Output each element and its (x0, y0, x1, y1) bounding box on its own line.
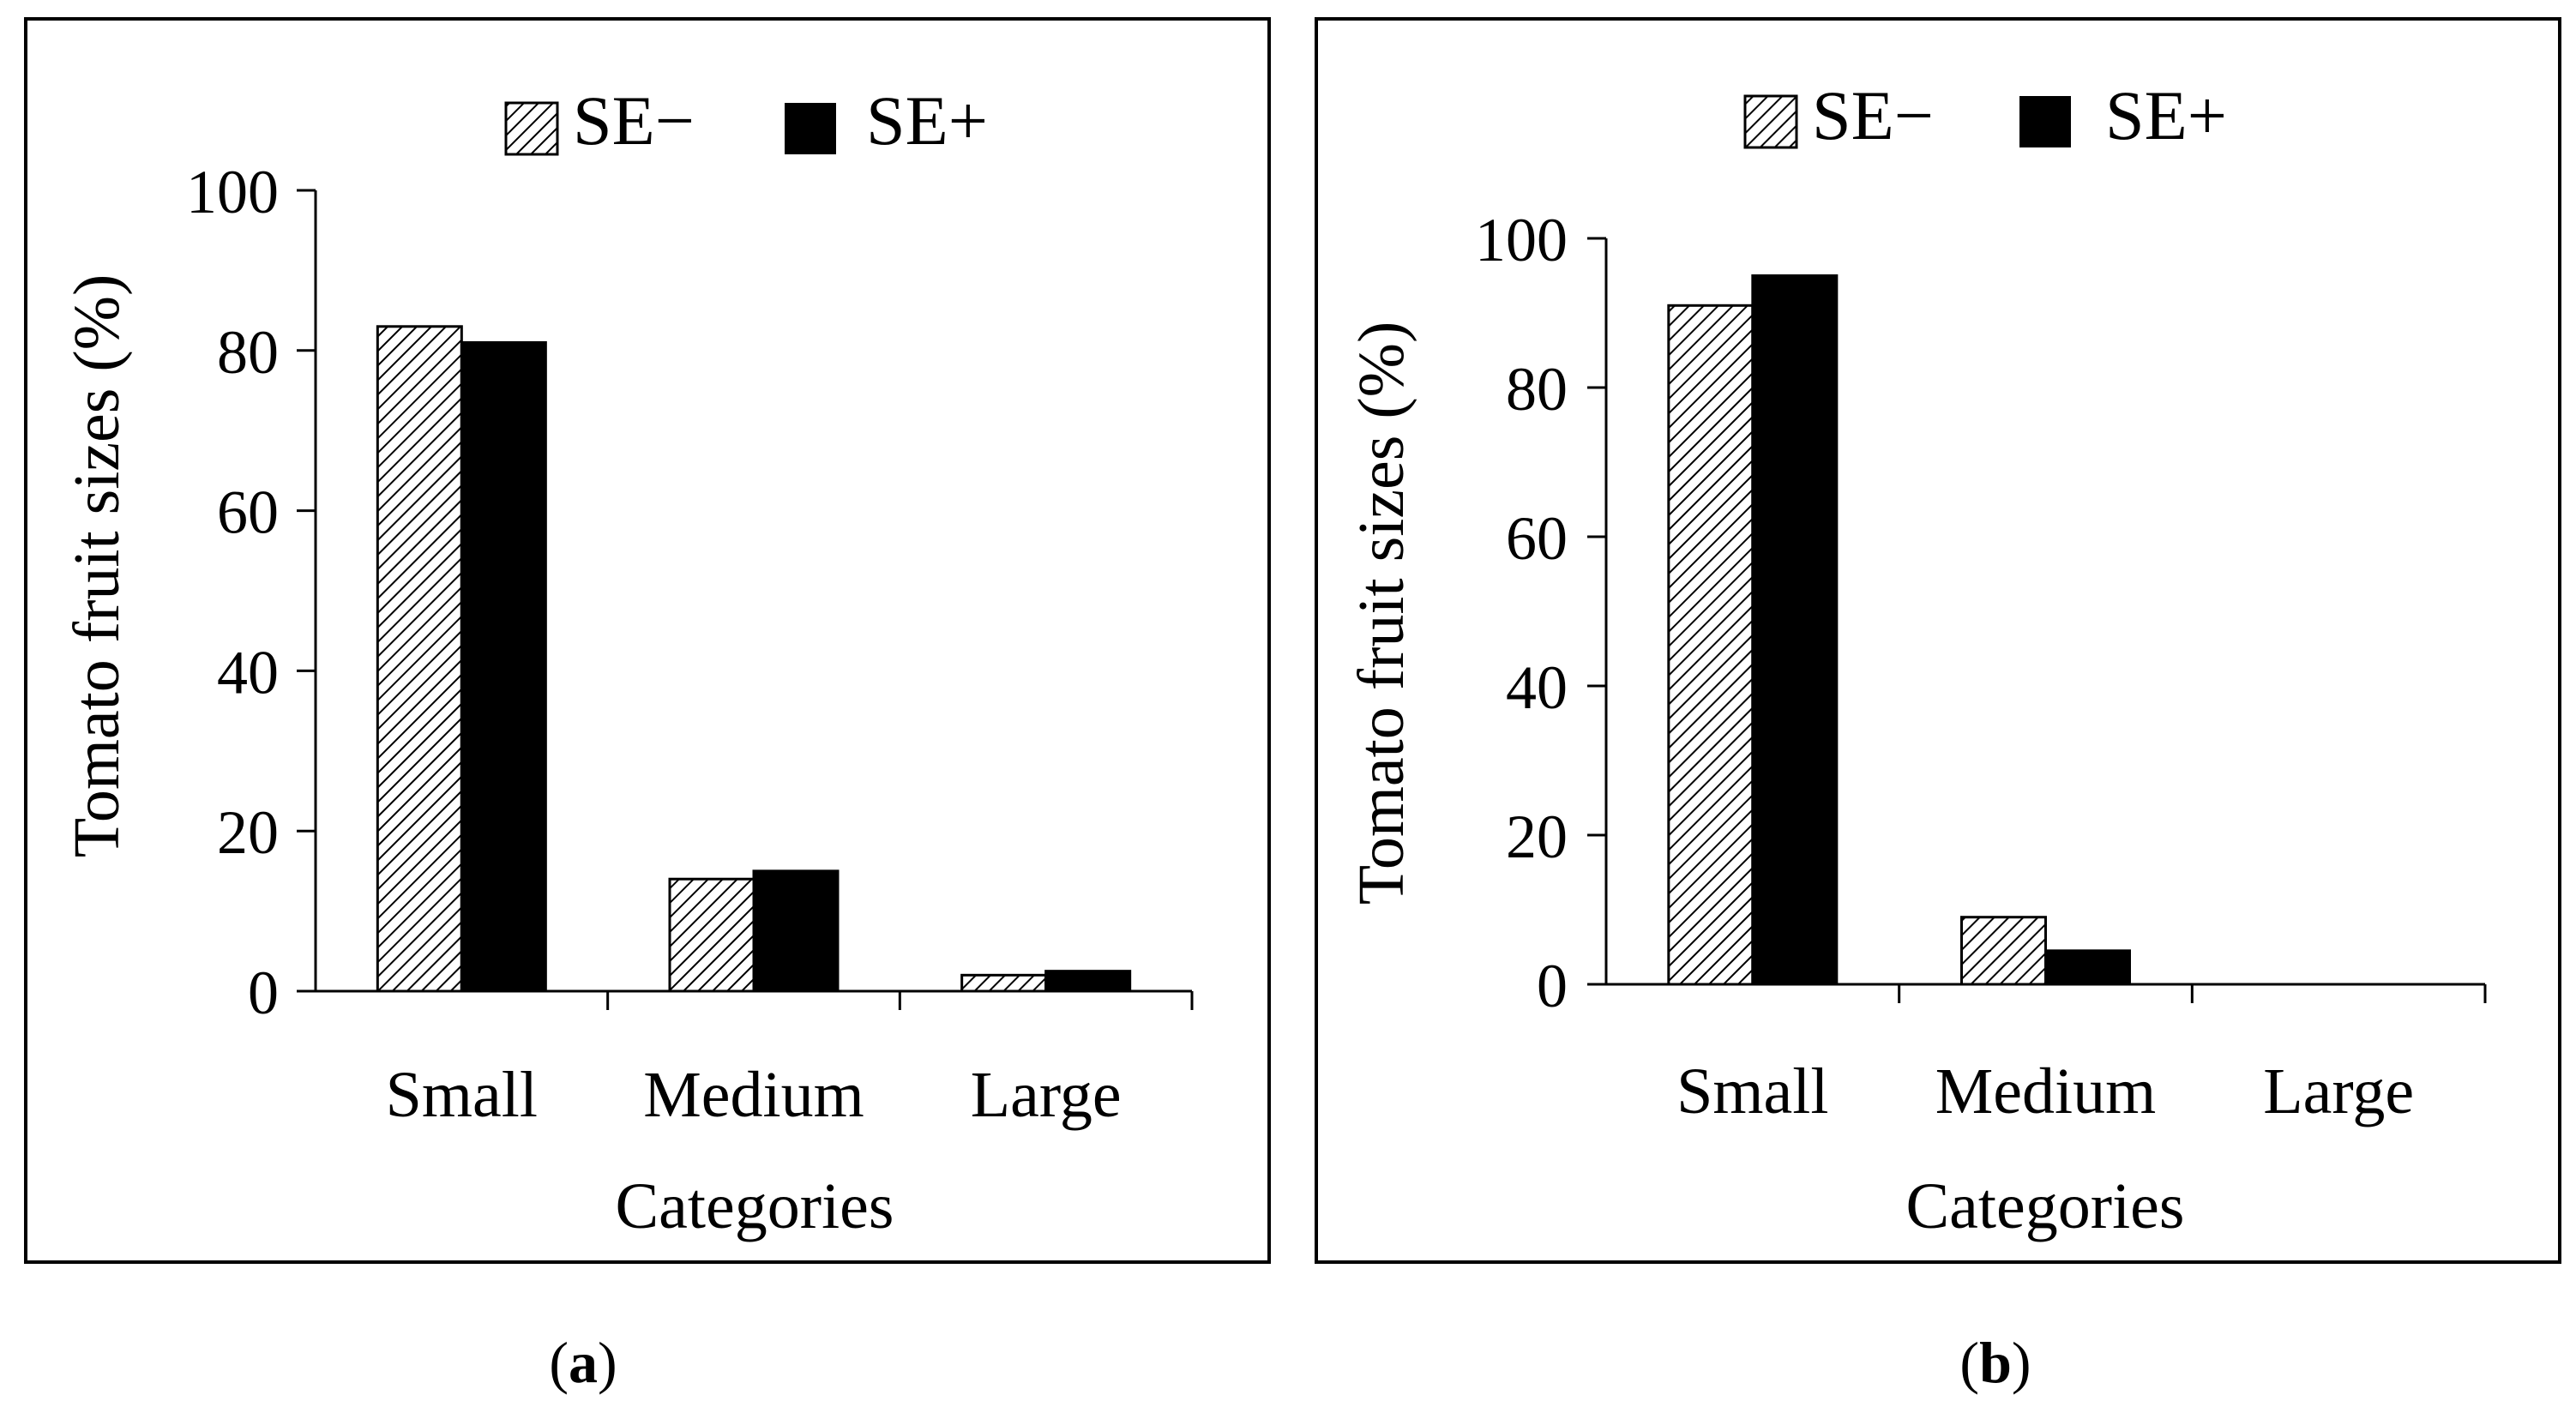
legend: SE− SE+ (1743, 76, 2227, 154)
category-labels: Small Medium Large (386, 1059, 1122, 1131)
y-ticks: 0 20 40 60 80 100 (186, 158, 316, 1027)
y-tick-label: 80 (1506, 355, 1568, 424)
x-axis-label: Categories (615, 1170, 894, 1242)
y-tick-label: 20 (217, 798, 279, 867)
y-axis-label: Tomato fruit sizes (%) (61, 274, 133, 858)
y-tick-label: 60 (217, 478, 279, 547)
y-tick-label: 0 (1537, 952, 1568, 1020)
bar-se-plus-small (460, 340, 547, 993)
category-label: Large (971, 1059, 1122, 1131)
panel-frame (24, 17, 1271, 1264)
category-label: Medium (1935, 1055, 2157, 1127)
x-ticks (1898, 984, 2487, 1003)
legend-swatch-se-minus (1743, 94, 1798, 149)
svg-text:(a): (a) (549, 1330, 617, 1395)
svg-text:(b): (b) (1959, 1330, 2031, 1395)
bar-se-minus-small (1667, 304, 1754, 986)
legend-swatch-se-minus (504, 101, 559, 156)
bar-se-minus-medium (668, 877, 755, 993)
chart-panel-a: SE− SE+ 0 20 40 60 80 100 Small Medium Large Ca… (24, 17, 1271, 1264)
bar-se-minus-small (376, 325, 463, 993)
y-tick-label: 100 (1475, 206, 1568, 274)
bar-se-plus-medium (2044, 949, 2131, 986)
panel-label-b: b (1979, 1330, 2012, 1395)
bar-se-minus-large (960, 973, 1048, 993)
y-tick-label: 40 (1506, 653, 1568, 722)
bars (1667, 274, 2131, 986)
y-axis-label: Tomato fruit sizes (%) (1345, 322, 1417, 905)
bar-se-minus-medium (1960, 916, 2047, 986)
y-tick-label: 20 (1506, 803, 1568, 871)
bar-se-plus-small (1751, 274, 1839, 986)
panel-label-a: a (569, 1330, 598, 1395)
y-tick-label: 40 (217, 638, 279, 707)
legend-label-se-minus: SE− (573, 81, 695, 159)
category-label: Small (386, 1059, 538, 1131)
chart-panel-b: SE− SE+ 0 20 40 60 80 100 Small Medium Large Ca… (1315, 17, 2561, 1264)
panel-caption-b: (b) (1959, 1330, 2031, 1395)
y-tick-label: 0 (248, 959, 279, 1027)
legend-label-se-plus: SE+ (866, 81, 988, 159)
category-label: Medium (643, 1059, 864, 1131)
y-ticks: 0 20 40 60 80 100 (1475, 206, 1606, 1020)
legend-swatch-se-plus (785, 103, 836, 154)
x-axis-label: Categories (1905, 1170, 2184, 1242)
panel-caption-a: (a) (549, 1330, 617, 1395)
legend-swatch-se-plus (2019, 96, 2071, 147)
legend-label-se-minus: SE− (1812, 76, 1934, 154)
bar-se-plus-large (1044, 970, 1132, 993)
bars (376, 325, 1132, 993)
y-tick-label: 80 (217, 318, 279, 387)
x-ticks (606, 991, 1194, 1010)
bar-se-plus-medium (752, 869, 840, 993)
panel-frame (1315, 17, 2561, 1264)
legend: SE− SE+ (504, 81, 988, 159)
y-tick-label: 60 (1506, 504, 1568, 573)
legend-label-se-plus: SE+ (2105, 76, 2227, 154)
category-labels: Small Medium Large (1676, 1055, 2414, 1127)
y-tick-label: 100 (186, 158, 279, 226)
category-label: Large (2263, 1055, 2414, 1127)
category-label: Small (1676, 1055, 1828, 1127)
